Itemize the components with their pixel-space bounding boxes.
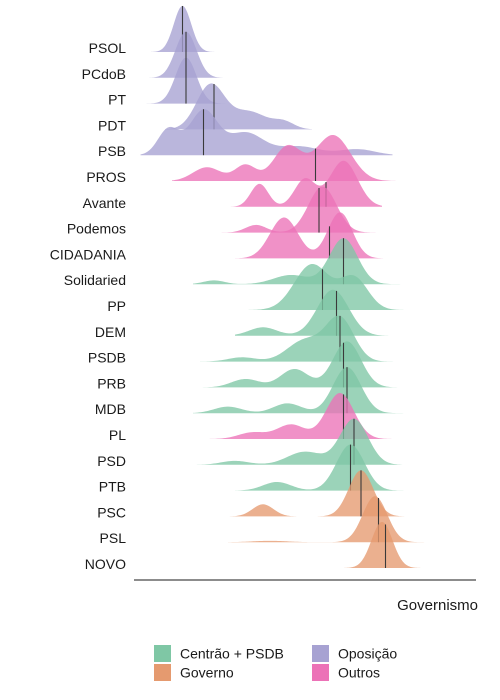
density-area	[228, 470, 417, 517]
legend-swatch	[154, 664, 171, 681]
x-axis-title: Governismo	[397, 597, 478, 614]
party-label-psd: PSD	[97, 453, 126, 469]
party-labels-layer: PSOL PCdoB PT PDT PSB PROS Avante Podemos CIDADA…	[50, 40, 127, 572]
density-area	[193, 367, 410, 414]
ridge-psc	[228, 470, 417, 517]
party-label-psl: PSL	[100, 530, 127, 546]
party-label-podemos: Podemos	[67, 221, 126, 237]
density-area	[193, 238, 410, 285]
density-area	[193, 418, 417, 465]
party-label-pl: PL	[109, 427, 126, 443]
density-area	[228, 496, 428, 543]
party-label-psdb: PSDB	[88, 350, 126, 366]
legend-swatch	[154, 645, 171, 662]
ridge-psb	[140, 109, 393, 156]
legend: Centrão + PSDB Governo Oposição Outros	[154, 645, 397, 681]
legend-label: Oposição	[338, 646, 397, 662]
density-area	[217, 160, 382, 207]
density-area	[200, 315, 410, 362]
party-label-dem: DEM	[95, 324, 126, 340]
party-label-psc: PSC	[97, 504, 126, 520]
ridge-pt	[144, 57, 246, 104]
party-label-pdt: PDT	[98, 117, 126, 133]
party-label-ptb: PTB	[99, 479, 126, 495]
ridge-novo	[340, 522, 431, 568]
ridges-layer	[140, 5, 431, 568]
party-label-mdb: MDB	[95, 401, 126, 417]
ridge-cidadania	[235, 212, 393, 259]
party-label-psol: PSOL	[89, 40, 127, 56]
party-label-pt: PT	[108, 92, 126, 108]
legend-label: Outros	[338, 665, 380, 681]
density-area	[151, 6, 242, 52]
party-label-cidadania: CIDADANIA	[50, 246, 127, 262]
ridge-ptb	[235, 444, 417, 491]
party-label-solidaried: Solidaried	[64, 272, 126, 288]
legend-item-outros: Outros	[312, 664, 380, 681]
party-label-pcdob: PCdoB	[82, 66, 126, 82]
density-area	[235, 212, 393, 259]
ridge-pcdob	[147, 31, 249, 78]
ridge-psd	[193, 418, 417, 465]
density-area	[242, 264, 410, 310]
ridge-psol	[151, 5, 242, 52]
legend-item-oposicao: Oposição	[312, 645, 397, 662]
party-label-novo: NOVO	[85, 556, 126, 572]
density-area	[200, 393, 410, 439]
legend-swatch	[312, 645, 329, 662]
party-label-avante: Avante	[83, 195, 127, 211]
legend-item-governo: Governo	[154, 664, 234, 681]
ridge-psdb	[200, 315, 410, 362]
ridge-psl	[228, 496, 428, 543]
party-label-psb: PSB	[98, 143, 126, 159]
party-label-prb: PRB	[97, 375, 126, 391]
density-area	[147, 31, 249, 78]
density-area	[235, 444, 417, 491]
party-label-pros: PROS	[86, 169, 126, 185]
density-area	[235, 289, 410, 336]
legend-swatch	[312, 664, 329, 681]
density-area	[140, 109, 393, 156]
party-label-pp: PP	[107, 298, 126, 314]
ridge-pl	[200, 393, 410, 439]
ridge-solidaried	[193, 238, 410, 285]
legend-label: Governo	[180, 665, 234, 681]
legend-item-centrao: Centrão + PSDB	[154, 645, 284, 662]
legend-label: Centrão + PSDB	[180, 646, 284, 662]
density-area	[144, 57, 246, 104]
